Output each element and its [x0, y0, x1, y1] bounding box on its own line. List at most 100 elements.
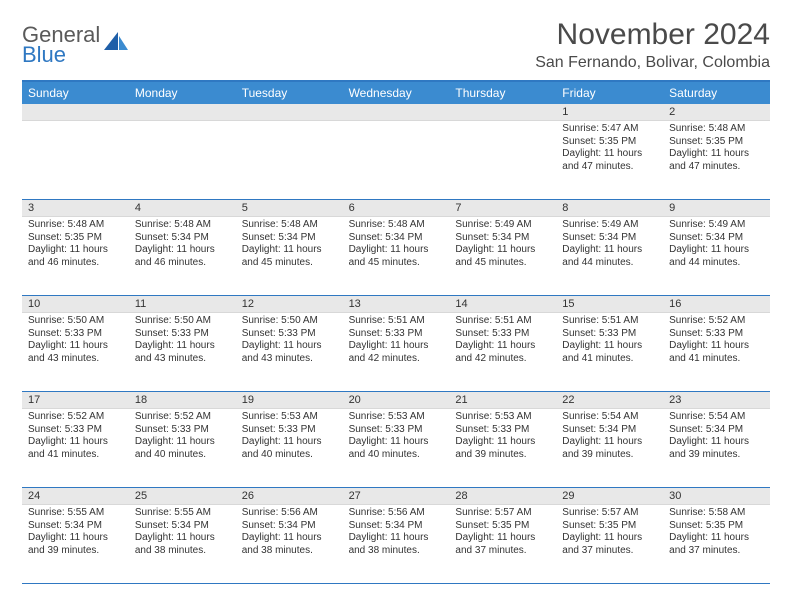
- day-number: 4: [129, 200, 236, 217]
- daylight-text-2: and 44 minutes.: [669, 257, 764, 270]
- weekday-header: Tuesday: [236, 82, 343, 104]
- sunset-text: Sunset: 5:33 PM: [135, 328, 230, 341]
- logo-text-blue: Blue: [22, 44, 100, 66]
- daylight-text-2: and 38 minutes.: [349, 545, 444, 558]
- sunset-text: Sunset: 5:34 PM: [349, 232, 444, 245]
- day-number: [22, 104, 129, 121]
- day-cell: Sunrise: 5:55 AMSunset: 5:34 PMDaylight:…: [129, 505, 236, 583]
- sunrise-text: Sunrise: 5:53 AM: [242, 411, 337, 424]
- daylight-text-2: and 41 minutes.: [28, 449, 123, 462]
- daylight-text-1: Daylight: 11 hours: [562, 436, 657, 449]
- header: General Blue November 2024 San Fernando,…: [22, 18, 770, 72]
- sunset-text: Sunset: 5:35 PM: [562, 520, 657, 533]
- day-cell: Sunrise: 5:56 AMSunset: 5:34 PMDaylight:…: [343, 505, 450, 583]
- day-number: 2: [663, 104, 770, 121]
- daylight-text-2: and 39 minutes.: [562, 449, 657, 462]
- day-cell: Sunrise: 5:52 AMSunset: 5:33 PMDaylight:…: [129, 409, 236, 487]
- day-cell: Sunrise: 5:50 AMSunset: 5:33 PMDaylight:…: [129, 313, 236, 391]
- sunset-text: Sunset: 5:34 PM: [562, 232, 657, 245]
- daylight-text-1: Daylight: 11 hours: [562, 148, 657, 161]
- day-number: 1: [556, 104, 663, 121]
- day-number: 14: [449, 296, 556, 313]
- daylight-text-1: Daylight: 11 hours: [455, 340, 550, 353]
- daylight-text-1: Daylight: 11 hours: [562, 532, 657, 545]
- week-row: Sunrise: 5:52 AMSunset: 5:33 PMDaylight:…: [22, 409, 770, 488]
- day-cell: Sunrise: 5:55 AMSunset: 5:34 PMDaylight:…: [22, 505, 129, 583]
- sunset-text: Sunset: 5:33 PM: [135, 424, 230, 437]
- sunrise-text: Sunrise: 5:56 AM: [349, 507, 444, 520]
- daylight-text-1: Daylight: 11 hours: [28, 244, 123, 257]
- daylight-text-1: Daylight: 11 hours: [455, 244, 550, 257]
- sunset-text: Sunset: 5:35 PM: [669, 520, 764, 533]
- daylight-text-2: and 44 minutes.: [562, 257, 657, 270]
- sunrise-text: Sunrise: 5:48 AM: [669, 123, 764, 136]
- day-cell: Sunrise: 5:48 AMSunset: 5:35 PMDaylight:…: [663, 121, 770, 199]
- daylight-text-2: and 38 minutes.: [135, 545, 230, 558]
- day-cell: Sunrise: 5:53 AMSunset: 5:33 PMDaylight:…: [449, 409, 556, 487]
- daylight-text-1: Daylight: 11 hours: [135, 244, 230, 257]
- weekday-header: Wednesday: [343, 82, 450, 104]
- sunset-text: Sunset: 5:35 PM: [562, 136, 657, 149]
- daylight-text-1: Daylight: 11 hours: [135, 532, 230, 545]
- day-number: 30: [663, 488, 770, 505]
- daylight-text-2: and 47 minutes.: [669, 161, 764, 174]
- day-number: 3: [22, 200, 129, 217]
- day-number: 19: [236, 392, 343, 409]
- daylight-text-1: Daylight: 11 hours: [349, 532, 444, 545]
- daylight-text-1: Daylight: 11 hours: [135, 340, 230, 353]
- sunrise-text: Sunrise: 5:54 AM: [669, 411, 764, 424]
- sunset-text: Sunset: 5:33 PM: [242, 328, 337, 341]
- day-cell: Sunrise: 5:57 AMSunset: 5:35 PMDaylight:…: [556, 505, 663, 583]
- day-number: 7: [449, 200, 556, 217]
- day-number: 23: [663, 392, 770, 409]
- daylight-text-1: Daylight: 11 hours: [28, 532, 123, 545]
- sunrise-text: Sunrise: 5:53 AM: [349, 411, 444, 424]
- day-cell: Sunrise: 5:48 AMSunset: 5:35 PMDaylight:…: [22, 217, 129, 295]
- weekday-header: Friday: [556, 82, 663, 104]
- daylight-text-2: and 39 minutes.: [455, 449, 550, 462]
- day-cell: Sunrise: 5:48 AMSunset: 5:34 PMDaylight:…: [236, 217, 343, 295]
- sunset-text: Sunset: 5:33 PM: [28, 328, 123, 341]
- daylight-text-2: and 46 minutes.: [135, 257, 230, 270]
- day-number: 26: [236, 488, 343, 505]
- sunset-text: Sunset: 5:33 PM: [28, 424, 123, 437]
- sunset-text: Sunset: 5:34 PM: [669, 424, 764, 437]
- sunset-text: Sunset: 5:34 PM: [349, 520, 444, 533]
- day-cell: Sunrise: 5:51 AMSunset: 5:33 PMDaylight:…: [556, 313, 663, 391]
- day-cell: Sunrise: 5:54 AMSunset: 5:34 PMDaylight:…: [556, 409, 663, 487]
- day-cell: Sunrise: 5:51 AMSunset: 5:33 PMDaylight:…: [449, 313, 556, 391]
- day-number: 22: [556, 392, 663, 409]
- daylight-text-2: and 39 minutes.: [28, 545, 123, 558]
- weekday-header-row: SundayMondayTuesdayWednesdayThursdayFrid…: [22, 82, 770, 104]
- weekday-header: Monday: [129, 82, 236, 104]
- sunset-text: Sunset: 5:34 PM: [135, 520, 230, 533]
- day-number: 17: [22, 392, 129, 409]
- daylight-text-1: Daylight: 11 hours: [669, 340, 764, 353]
- day-cell: Sunrise: 5:51 AMSunset: 5:33 PMDaylight:…: [343, 313, 450, 391]
- week-row: Sunrise: 5:48 AMSunset: 5:35 PMDaylight:…: [22, 217, 770, 296]
- daylight-text-1: Daylight: 11 hours: [242, 244, 337, 257]
- day-cell: [22, 121, 129, 199]
- day-cell: Sunrise: 5:48 AMSunset: 5:34 PMDaylight:…: [343, 217, 450, 295]
- daylight-text-2: and 40 minutes.: [349, 449, 444, 462]
- sunset-text: Sunset: 5:34 PM: [455, 232, 550, 245]
- daylight-text-1: Daylight: 11 hours: [349, 436, 444, 449]
- sunrise-text: Sunrise: 5:50 AM: [28, 315, 123, 328]
- day-number: 6: [343, 200, 450, 217]
- sunrise-text: Sunrise: 5:48 AM: [135, 219, 230, 232]
- day-number: 11: [129, 296, 236, 313]
- daylight-text-1: Daylight: 11 hours: [135, 436, 230, 449]
- sunset-text: Sunset: 5:35 PM: [455, 520, 550, 533]
- day-cell: Sunrise: 5:52 AMSunset: 5:33 PMDaylight:…: [22, 409, 129, 487]
- daylight-text-2: and 39 minutes.: [669, 449, 764, 462]
- daylight-text-2: and 45 minutes.: [455, 257, 550, 270]
- sunset-text: Sunset: 5:33 PM: [349, 328, 444, 341]
- month-title: November 2024: [535, 18, 770, 52]
- sunrise-text: Sunrise: 5:54 AM: [562, 411, 657, 424]
- daylight-text-2: and 42 minutes.: [455, 353, 550, 366]
- day-number: 15: [556, 296, 663, 313]
- daylight-text-2: and 38 minutes.: [242, 545, 337, 558]
- daylight-text-2: and 37 minutes.: [669, 545, 764, 558]
- daylight-text-1: Daylight: 11 hours: [562, 244, 657, 257]
- daylight-text-1: Daylight: 11 hours: [242, 340, 337, 353]
